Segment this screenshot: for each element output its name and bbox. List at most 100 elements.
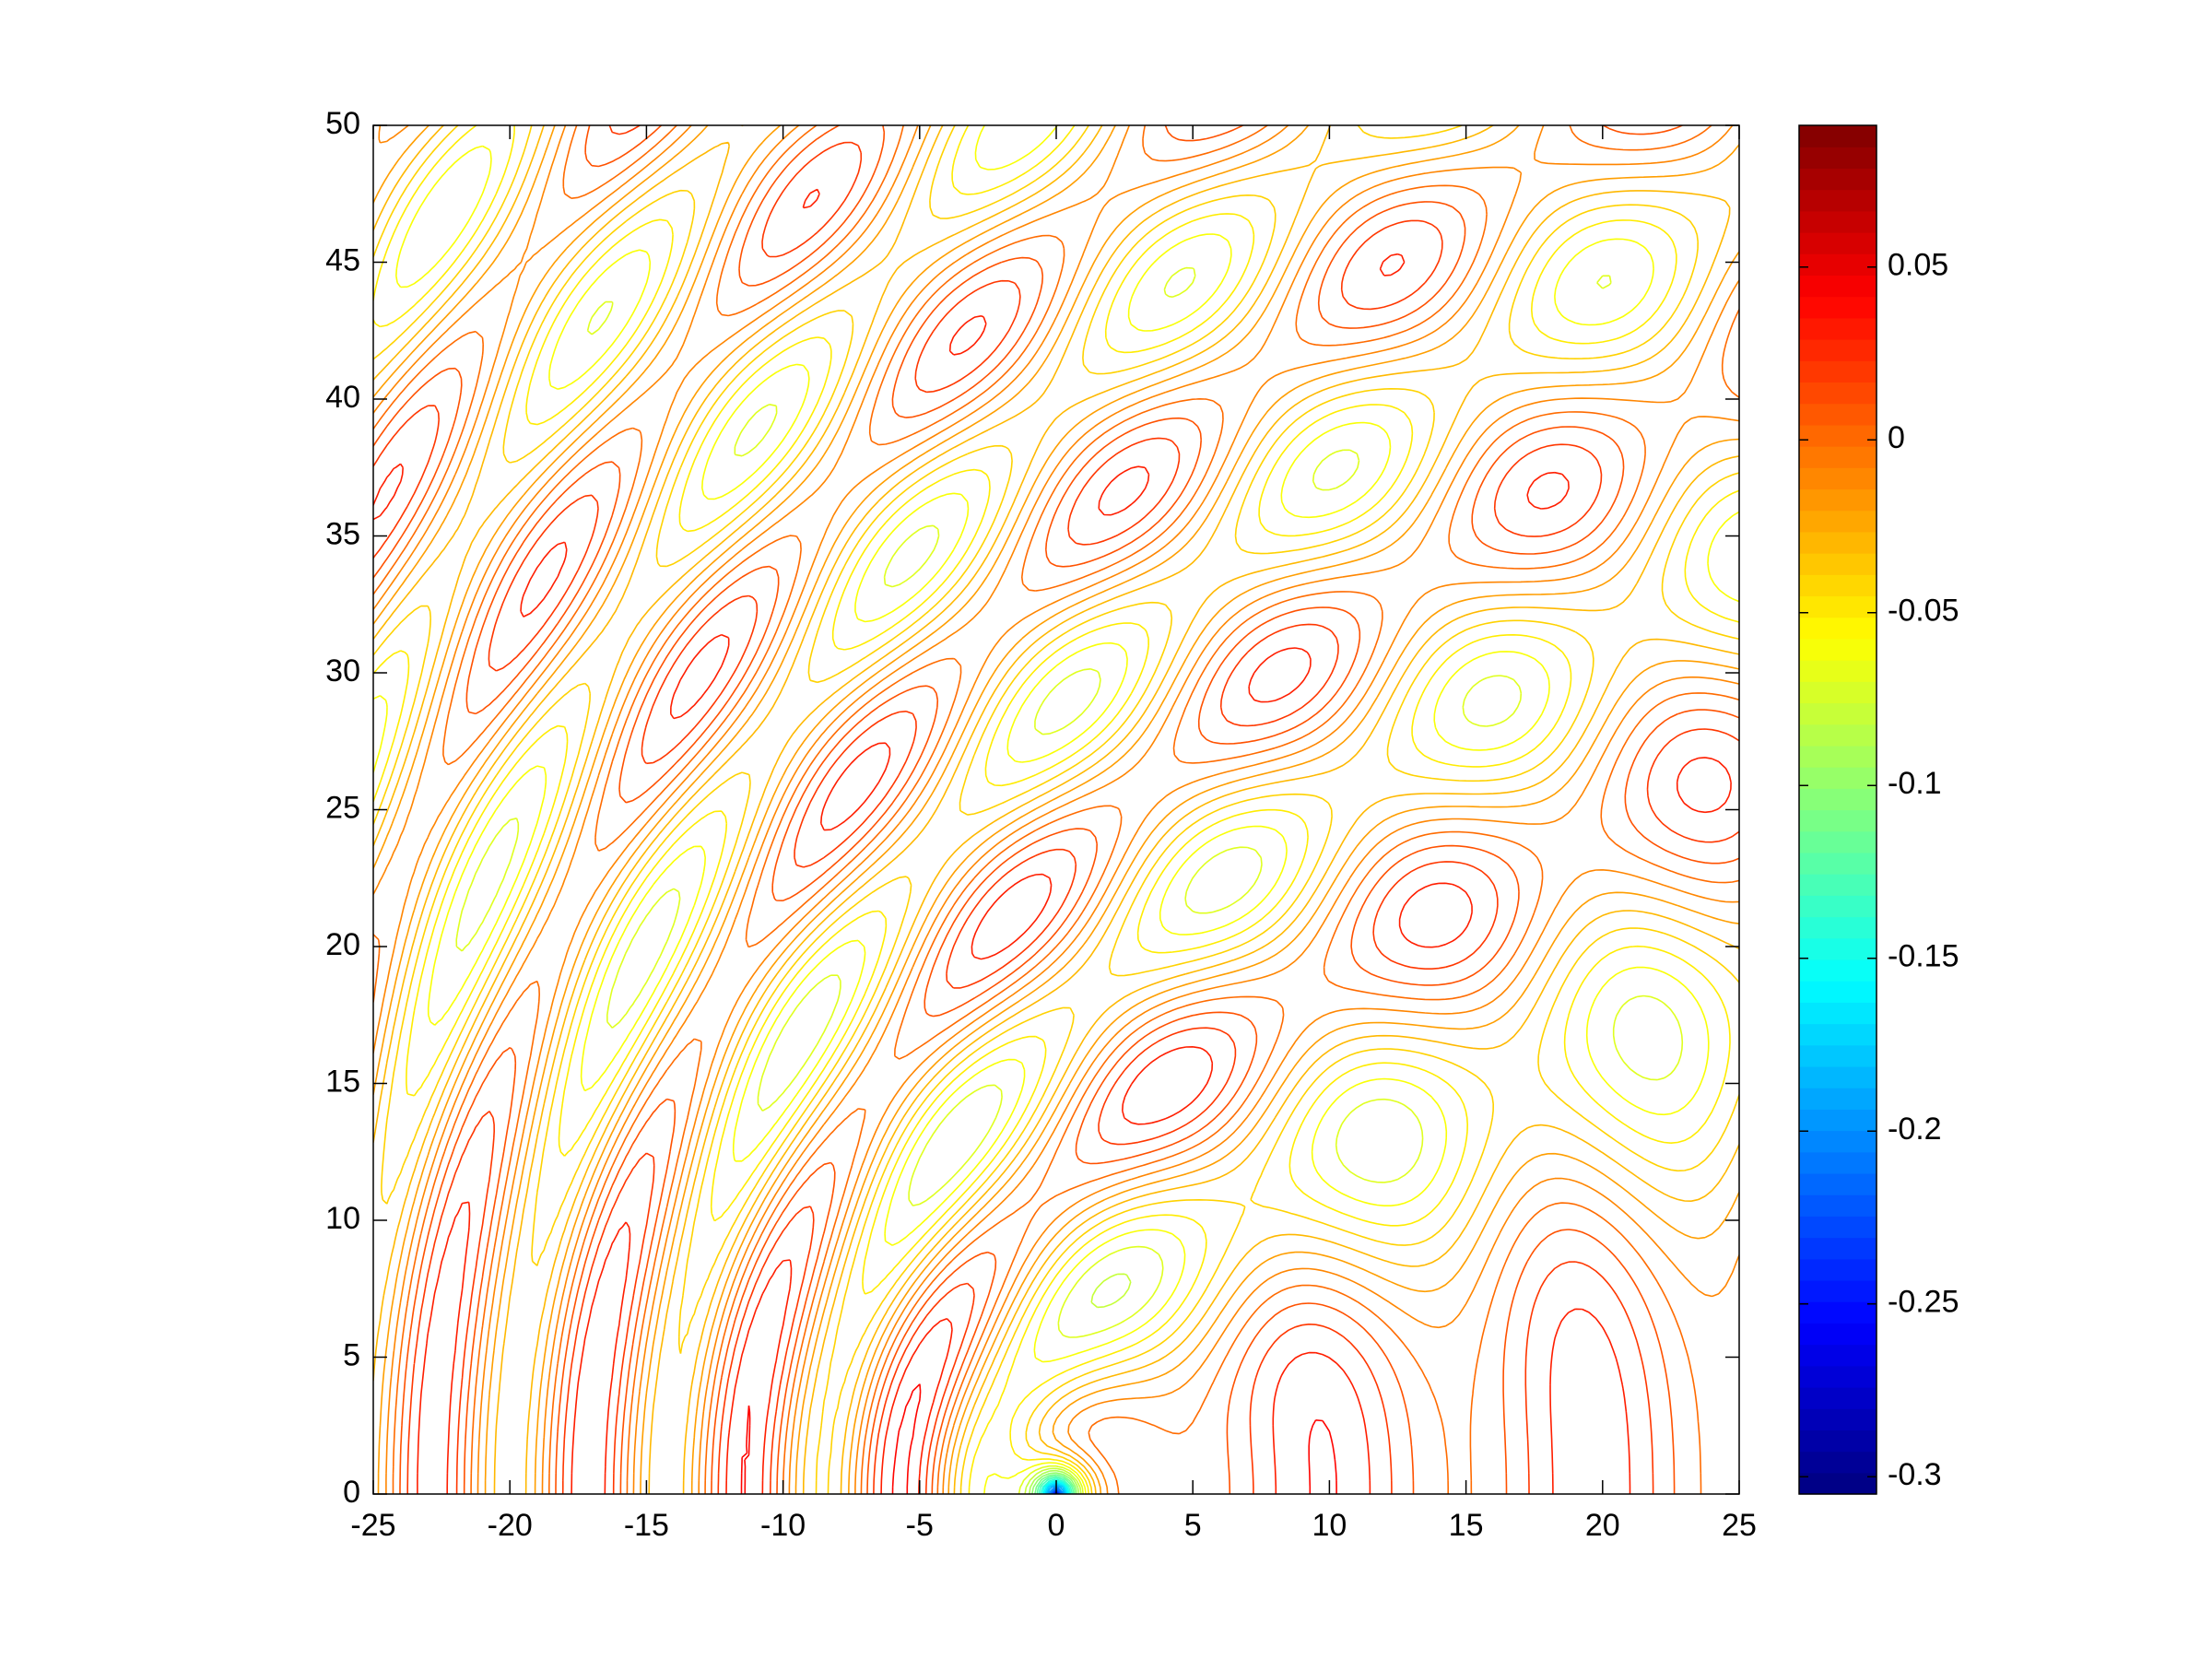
contour-line — [373, 125, 1739, 1494]
colorbar-swatch — [1799, 488, 1877, 512]
colorbar-swatch — [1799, 895, 1877, 918]
contour-line — [373, 125, 1739, 1494]
colorbar-swatch — [1799, 638, 1877, 661]
contour-line — [1034, 1474, 1077, 1494]
colorbar-swatch — [1799, 1279, 1877, 1302]
x-tick-label: 15 — [1449, 1508, 1484, 1543]
colorbar-swatch — [1799, 1088, 1877, 1110]
colorbar-tick-label: -0.3 — [1888, 1457, 1942, 1492]
colorbar-swatch — [1799, 788, 1877, 811]
colorbar-swatch — [1799, 168, 1877, 191]
colorbar-swatch — [1799, 809, 1877, 832]
colorbar-swatch — [1799, 702, 1877, 725]
colorbar-tick-label: -0.2 — [1888, 1112, 1942, 1147]
contour-line — [1046, 1484, 1066, 1494]
contour-line — [1040, 1478, 1072, 1494]
colorbar-swatch — [1799, 830, 1877, 853]
colorbar-swatch — [1799, 767, 1877, 789]
colorbar-swatch — [1799, 916, 1877, 939]
colorbar-swatch — [1799, 553, 1877, 575]
colorbar-swatch — [1799, 424, 1877, 447]
colorbar-swatch — [1799, 1002, 1877, 1025]
x-tick-label: -10 — [760, 1508, 806, 1543]
colorbar-swatch — [1799, 724, 1877, 747]
colorbar-swatch — [1799, 339, 1877, 361]
contour-line — [1043, 1482, 1068, 1494]
colorbar-swatch — [1799, 403, 1877, 426]
colorbar-swatch — [1799, 852, 1877, 875]
contour-line — [1029, 1469, 1080, 1494]
x-tick-label: 20 — [1585, 1508, 1620, 1543]
colorbar-swatch — [1799, 595, 1877, 618]
contour-line — [1042, 1481, 1069, 1494]
colorbar-tick-label: -0.25 — [1888, 1285, 1959, 1320]
colorbar-tick-label: -0.05 — [1888, 594, 1959, 629]
y-tick-label: 35 — [325, 516, 360, 551]
contour-line — [373, 125, 1739, 1494]
colorbar-swatch — [1799, 1109, 1877, 1132]
colorbar-swatch — [1799, 189, 1877, 212]
contour-line — [1031, 1472, 1078, 1494]
x-tick-label: 0 — [1048, 1508, 1065, 1543]
colorbar-box — [1798, 124, 1877, 1495]
colorbar-swatch — [1799, 531, 1877, 554]
contour-line — [373, 125, 1739, 1494]
colorbar-swatch — [1799, 446, 1877, 468]
x-tick-label: -25 — [350, 1508, 395, 1543]
colorbar-swatch — [1799, 1451, 1877, 1474]
colorbar-swatch — [1799, 467, 1877, 490]
colorbar-swatch — [1799, 1194, 1877, 1217]
x-tick-label: -5 — [906, 1508, 934, 1543]
y-tick-label: 0 — [343, 1475, 360, 1510]
y-tick-label: 45 — [325, 242, 360, 277]
x-tick-label: -20 — [488, 1508, 533, 1543]
colorbar-swatch — [1799, 1258, 1877, 1281]
colorbar-swatch — [1799, 745, 1877, 768]
colorbar-swatch — [1799, 981, 1877, 1003]
contour-line — [455, 266, 1684, 1494]
colorbar-swatch — [1799, 1044, 1877, 1067]
x-tick-label: 25 — [1722, 1508, 1757, 1543]
colorbar-swatch — [1799, 681, 1877, 704]
colorbar-tick-label: -0.1 — [1888, 766, 1942, 801]
colorbar-tick-label: -0.15 — [1888, 939, 1959, 974]
contour-line — [373, 125, 1739, 1494]
colorbar-swatch — [1799, 1386, 1877, 1409]
colorbar-swatch — [1799, 382, 1877, 405]
colorbar-swatch — [1799, 1130, 1877, 1153]
colorbar-tick-label: 0.05 — [1888, 248, 1948, 283]
colorbar-swatch — [1799, 617, 1877, 640]
colorbar-swatch — [1799, 959, 1877, 982]
colorbar-swatch — [1799, 125, 1877, 147]
colorbar-swatch — [1799, 1472, 1877, 1495]
contour-line — [373, 125, 1739, 1494]
y-tick-label: 20 — [325, 927, 360, 962]
y-tick-label: 15 — [325, 1064, 360, 1099]
contour-line — [1024, 1273, 1132, 1494]
colorbar-swatch — [1799, 147, 1877, 170]
colorbar-swatch — [1799, 1430, 1877, 1453]
colorbar-swatch — [1799, 1301, 1877, 1324]
colorbar-swatch — [1799, 275, 1877, 298]
y-tick-label: 30 — [325, 653, 360, 688]
colorbar-swatch — [1799, 360, 1877, 383]
y-tick-label: 5 — [343, 1337, 360, 1372]
contour-line — [740, 1383, 1337, 1494]
colorbar-swatch — [1799, 510, 1877, 533]
contour-line — [373, 188, 1732, 1494]
contour-layer — [373, 125, 1739, 1494]
colorbar-swatch — [1799, 1151, 1877, 1174]
contour-line — [1038, 1477, 1074, 1494]
y-tick-label: 25 — [325, 790, 360, 825]
colorbar-swatch — [1799, 253, 1877, 276]
y-tick-label: 10 — [325, 1201, 360, 1236]
colorbar-swatch — [1799, 937, 1877, 960]
colorbar-swatch — [1799, 874, 1877, 896]
colorbar-swatch — [1799, 1065, 1877, 1088]
colorbar-swatch — [1799, 232, 1877, 254]
contour-line — [373, 125, 1739, 1494]
colorbar-swatch — [1799, 317, 1877, 340]
y-tick-label: 50 — [325, 106, 360, 141]
colorbar-swatch — [1799, 1023, 1877, 1046]
